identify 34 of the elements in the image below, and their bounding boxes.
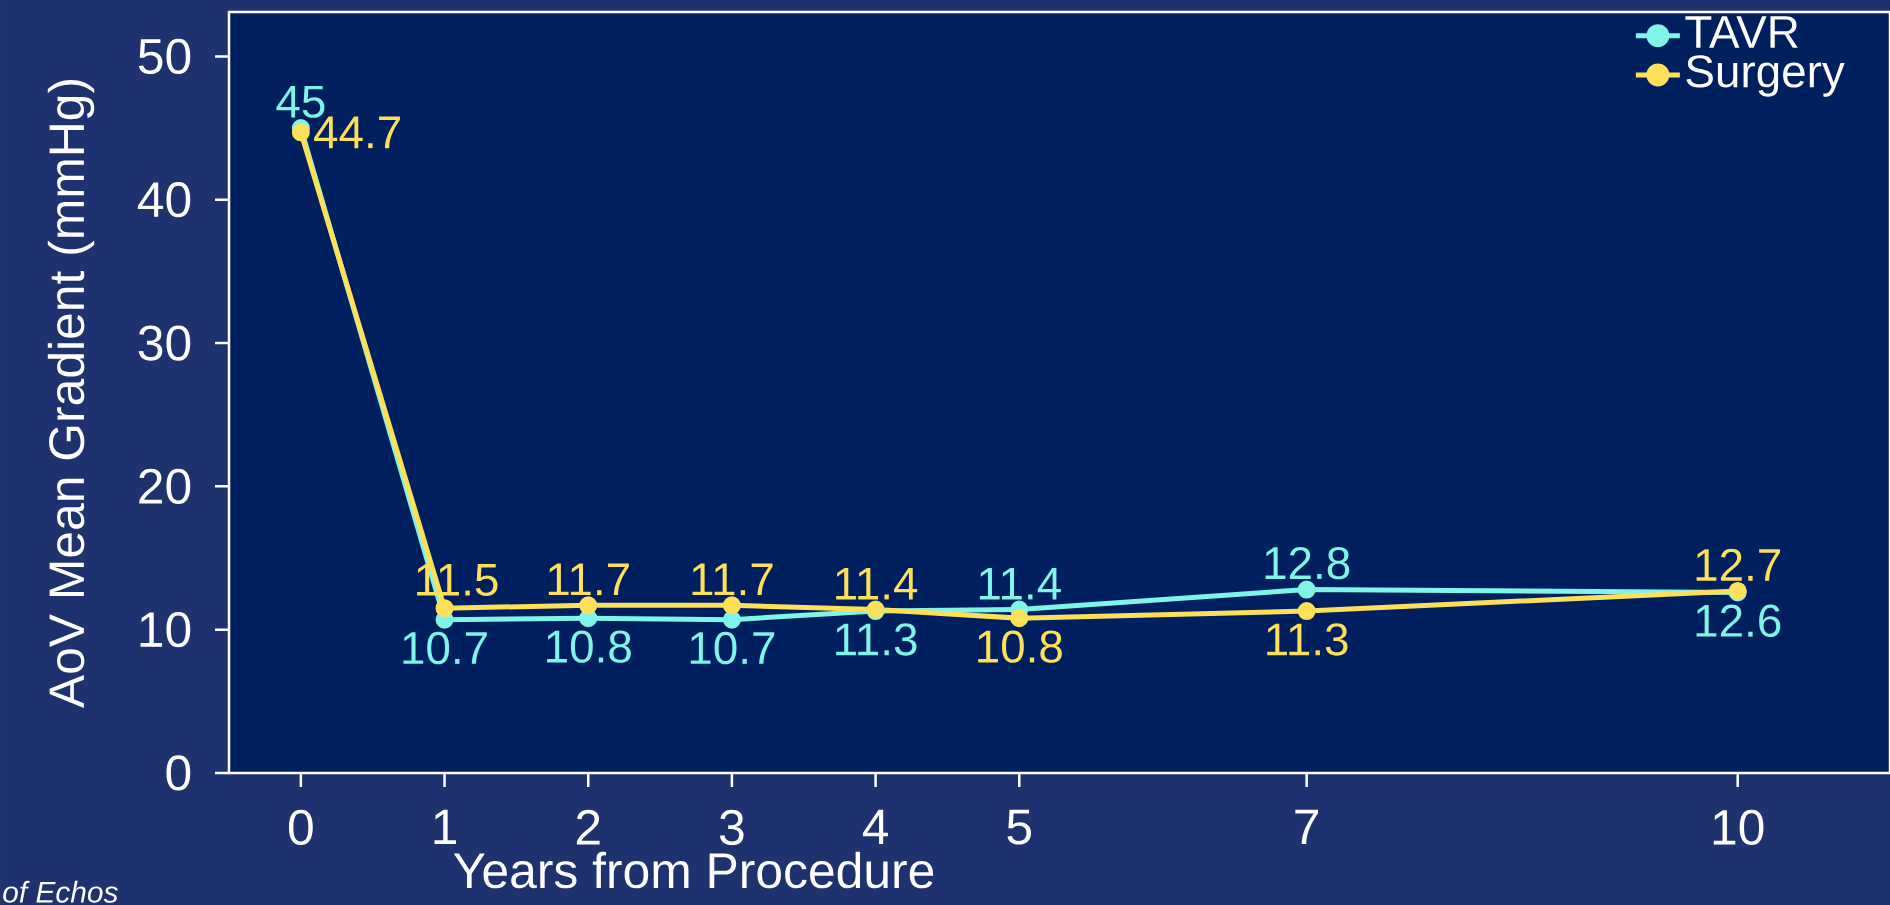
y-tick-label: 10 [140, 612, 191, 648]
data-label: 11.7 [548, 563, 629, 596]
y-axis-title: AoV Mean Gradient (mmHg) [47, 80, 95, 708]
data-label: 12.7 [1696, 548, 1780, 581]
data-label: 12.6 [1696, 604, 1781, 638]
data-label: 10.7 [690, 631, 775, 665]
x-tick-label: 2 [576, 809, 600, 845]
data-label: 11.7 [692, 563, 773, 596]
data-label: 12.8 [1265, 546, 1350, 580]
data-label: 11.4 [836, 567, 918, 600]
x-axis-title: Years from Procedure [453, 851, 934, 889]
x-tick-label: 3 [719, 809, 744, 846]
data-label: 10.7 [403, 631, 487, 665]
legend-label: TAVR [1685, 16, 1798, 48]
data-label: 10.8 [547, 630, 631, 663]
data-label: 44.7 [314, 116, 400, 149]
data-label: 10.8 [978, 630, 1062, 663]
y-tick-label: 20 [139, 468, 191, 504]
data-label: 11.3 [836, 623, 917, 656]
x-tick-label: 1 [434, 809, 456, 845]
x-tick-label: 7 [1295, 809, 1318, 845]
data-label: 11.3 [1267, 623, 1348, 656]
text: of Echos [3, 880, 118, 903]
y-tick-label: 0 [166, 755, 191, 791]
x-tick-label: 5 [1007, 809, 1032, 845]
y-tick-label: 30 [138, 325, 191, 361]
y-tick-label: 40 [137, 182, 191, 218]
x-tick-label: 0 [288, 809, 313, 846]
data-label: 11.4 [979, 567, 1061, 600]
x-tick-label: 10 [1713, 809, 1764, 846]
x-tick-label: 4 [862, 809, 888, 845]
legend-label: Surgery [1686, 55, 1845, 97]
data-label: 45 [276, 85, 325, 118]
y-tick-label: 50 [138, 38, 191, 75]
